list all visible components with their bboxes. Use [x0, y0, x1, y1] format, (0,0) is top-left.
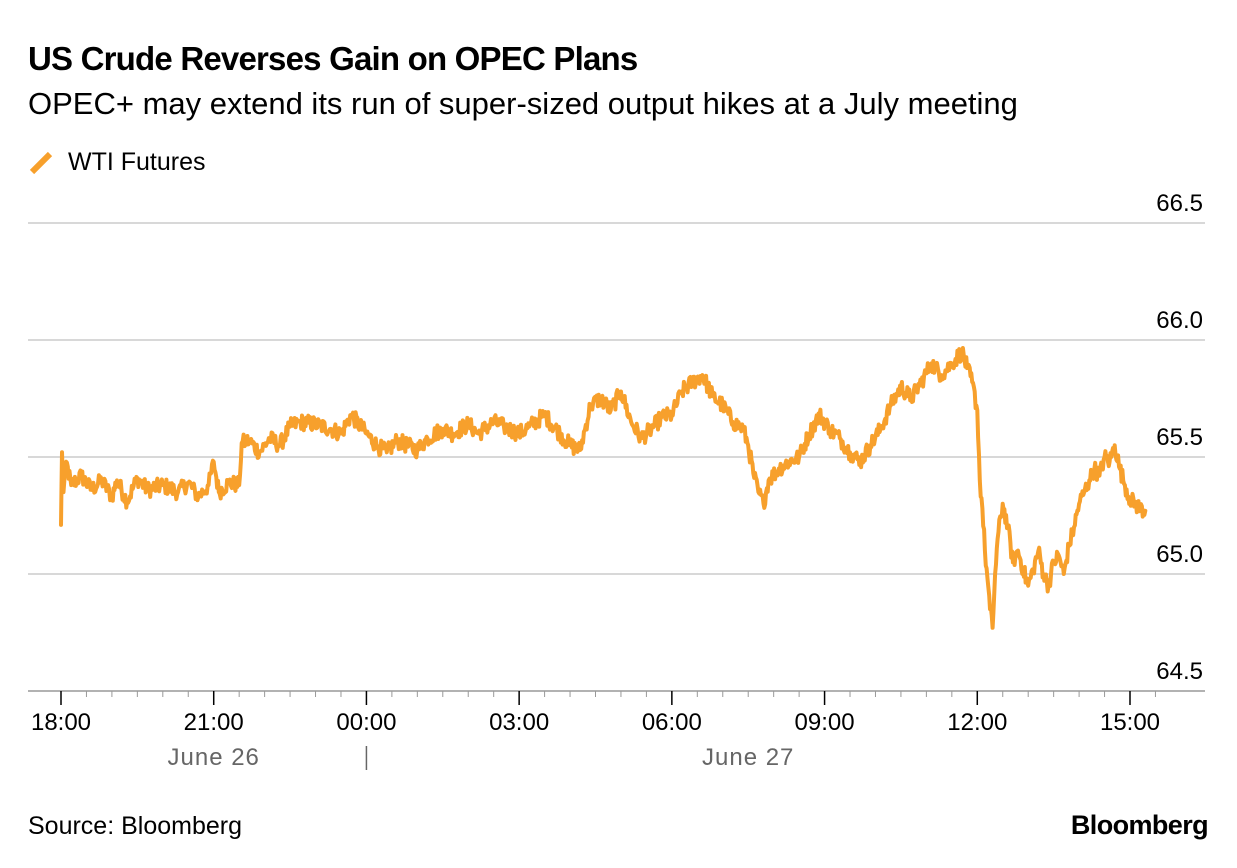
y-tick-label: 66.5: [1156, 190, 1203, 217]
source-note: Source: Bloomberg: [28, 812, 243, 840]
chart-title: US Crude Reverses Gain on OPEC Plans: [28, 40, 638, 77]
x-tick-label: 06:00: [642, 709, 702, 736]
x-tick-label: 09:00: [795, 709, 855, 736]
legend-label: WTI Futures: [68, 148, 206, 176]
y-tick-label: 65.5: [1156, 424, 1203, 451]
x-tick-label: 00:00: [336, 709, 396, 736]
x-tick-label: 15:00: [1100, 709, 1160, 736]
chart-subtitle: OPEC+ may extend its run of super-sized …: [28, 86, 1018, 121]
bloomberg-logo: Bloomberg: [1070, 810, 1209, 840]
x-tick-label: 21:00: [184, 709, 244, 736]
y-tick-label: 64.5: [1156, 658, 1203, 685]
x-tick-label: 12:00: [947, 709, 1007, 736]
x-tick-label: 03:00: [489, 709, 549, 736]
series-line-wti-futures: [59, 346, 1148, 630]
legend: WTI Futures: [28, 148, 206, 177]
x-tick-label: 18:00: [31, 709, 91, 736]
date-label: June 26: [168, 744, 260, 771]
y-tick-label: 66.0: [1156, 307, 1203, 334]
y-tick-label: 65.0: [1156, 541, 1203, 568]
legend-swatch-icon: [29, 151, 53, 174]
date-label: June 27: [702, 744, 794, 771]
